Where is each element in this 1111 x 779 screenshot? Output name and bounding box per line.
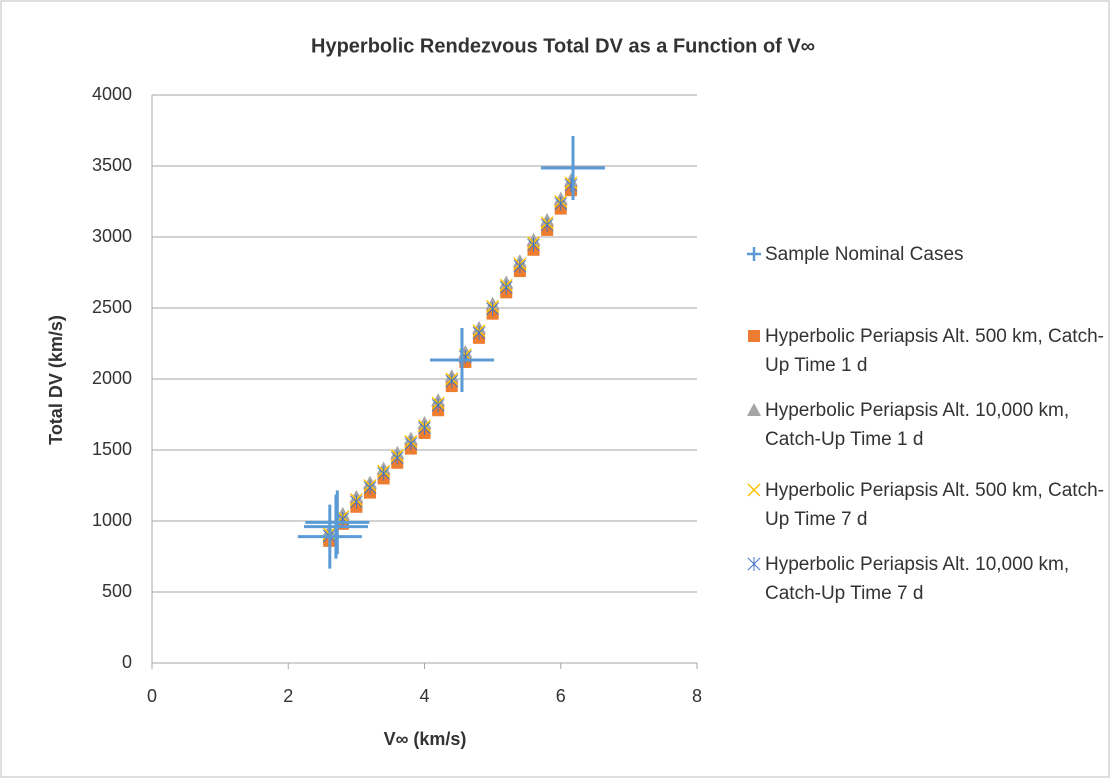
marker-asterisk — [390, 450, 404, 465]
y-tick-label: 2000 — [92, 368, 132, 388]
marker-asterisk — [377, 466, 390, 481]
marker-plus — [297, 504, 362, 569]
y-tick-label: 2500 — [92, 297, 132, 317]
marker-asterisk — [363, 480, 377, 495]
marker-stroke — [747, 483, 761, 497]
marker-asterisk — [747, 557, 761, 571]
x-tick-label: 0 — [147, 686, 157, 706]
marker-triangle — [747, 403, 761, 416]
x-tick-label: 6 — [556, 686, 566, 706]
x-tick-label: 8 — [692, 686, 702, 706]
marker-asterisk — [445, 374, 459, 389]
marker-x — [747, 483, 761, 497]
marker-small-plus — [747, 247, 761, 261]
marker-plus — [541, 135, 606, 200]
legend-label: Hyperbolic Periapsis Alt. 10,000 km, Cat… — [765, 400, 1070, 450]
marker-asterisk — [431, 398, 445, 413]
y-axis-label: Total DV (km/s) — [46, 315, 66, 445]
marker-shape — [748, 330, 760, 342]
marker-asterisk — [350, 494, 363, 509]
y-tick-label: 0 — [122, 652, 132, 672]
x-tick-label: 4 — [419, 686, 429, 706]
y-tick-label: 4000 — [92, 84, 132, 104]
x-tick-label: 2 — [283, 686, 293, 706]
marker-asterisk — [418, 420, 431, 435]
chart-title: Hyperbolic Rendezvous Total DV as a Func… — [311, 35, 815, 57]
marker-asterisk — [486, 301, 499, 316]
marker-asterisk — [404, 436, 418, 451]
y-tick-label: 3000 — [92, 226, 132, 246]
marker-plus — [303, 494, 368, 559]
marker-square — [748, 330, 760, 342]
x-axis-label: V∞ (km/s) — [384, 729, 467, 749]
legend-label: Hyperbolic Periapsis Alt. 500 km, Catch-… — [765, 326, 1104, 376]
marker-shape — [747, 403, 761, 416]
y-tick-label: 500 — [102, 581, 132, 601]
marker-asterisk — [540, 217, 554, 232]
marker-asterisk — [513, 259, 527, 274]
marker-asterisk — [499, 280, 513, 295]
legend-label: Sample Nominal Cases — [765, 244, 964, 265]
y-tick-label: 1500 — [92, 439, 132, 459]
legend-label: Hyperbolic Periapsis Alt. 500 km, Catch-… — [765, 480, 1104, 530]
y-tick-label: 1000 — [92, 510, 132, 530]
marker-plus — [429, 327, 494, 392]
marker-asterisk — [527, 237, 540, 252]
marker-asterisk — [554, 196, 568, 211]
marker-asterisk — [472, 325, 486, 340]
legend-label: Hyperbolic Periapsis Alt. 10,000 km, Cat… — [765, 554, 1070, 604]
y-tick-label: 3500 — [92, 155, 132, 175]
marker-asterisk — [564, 178, 578, 193]
